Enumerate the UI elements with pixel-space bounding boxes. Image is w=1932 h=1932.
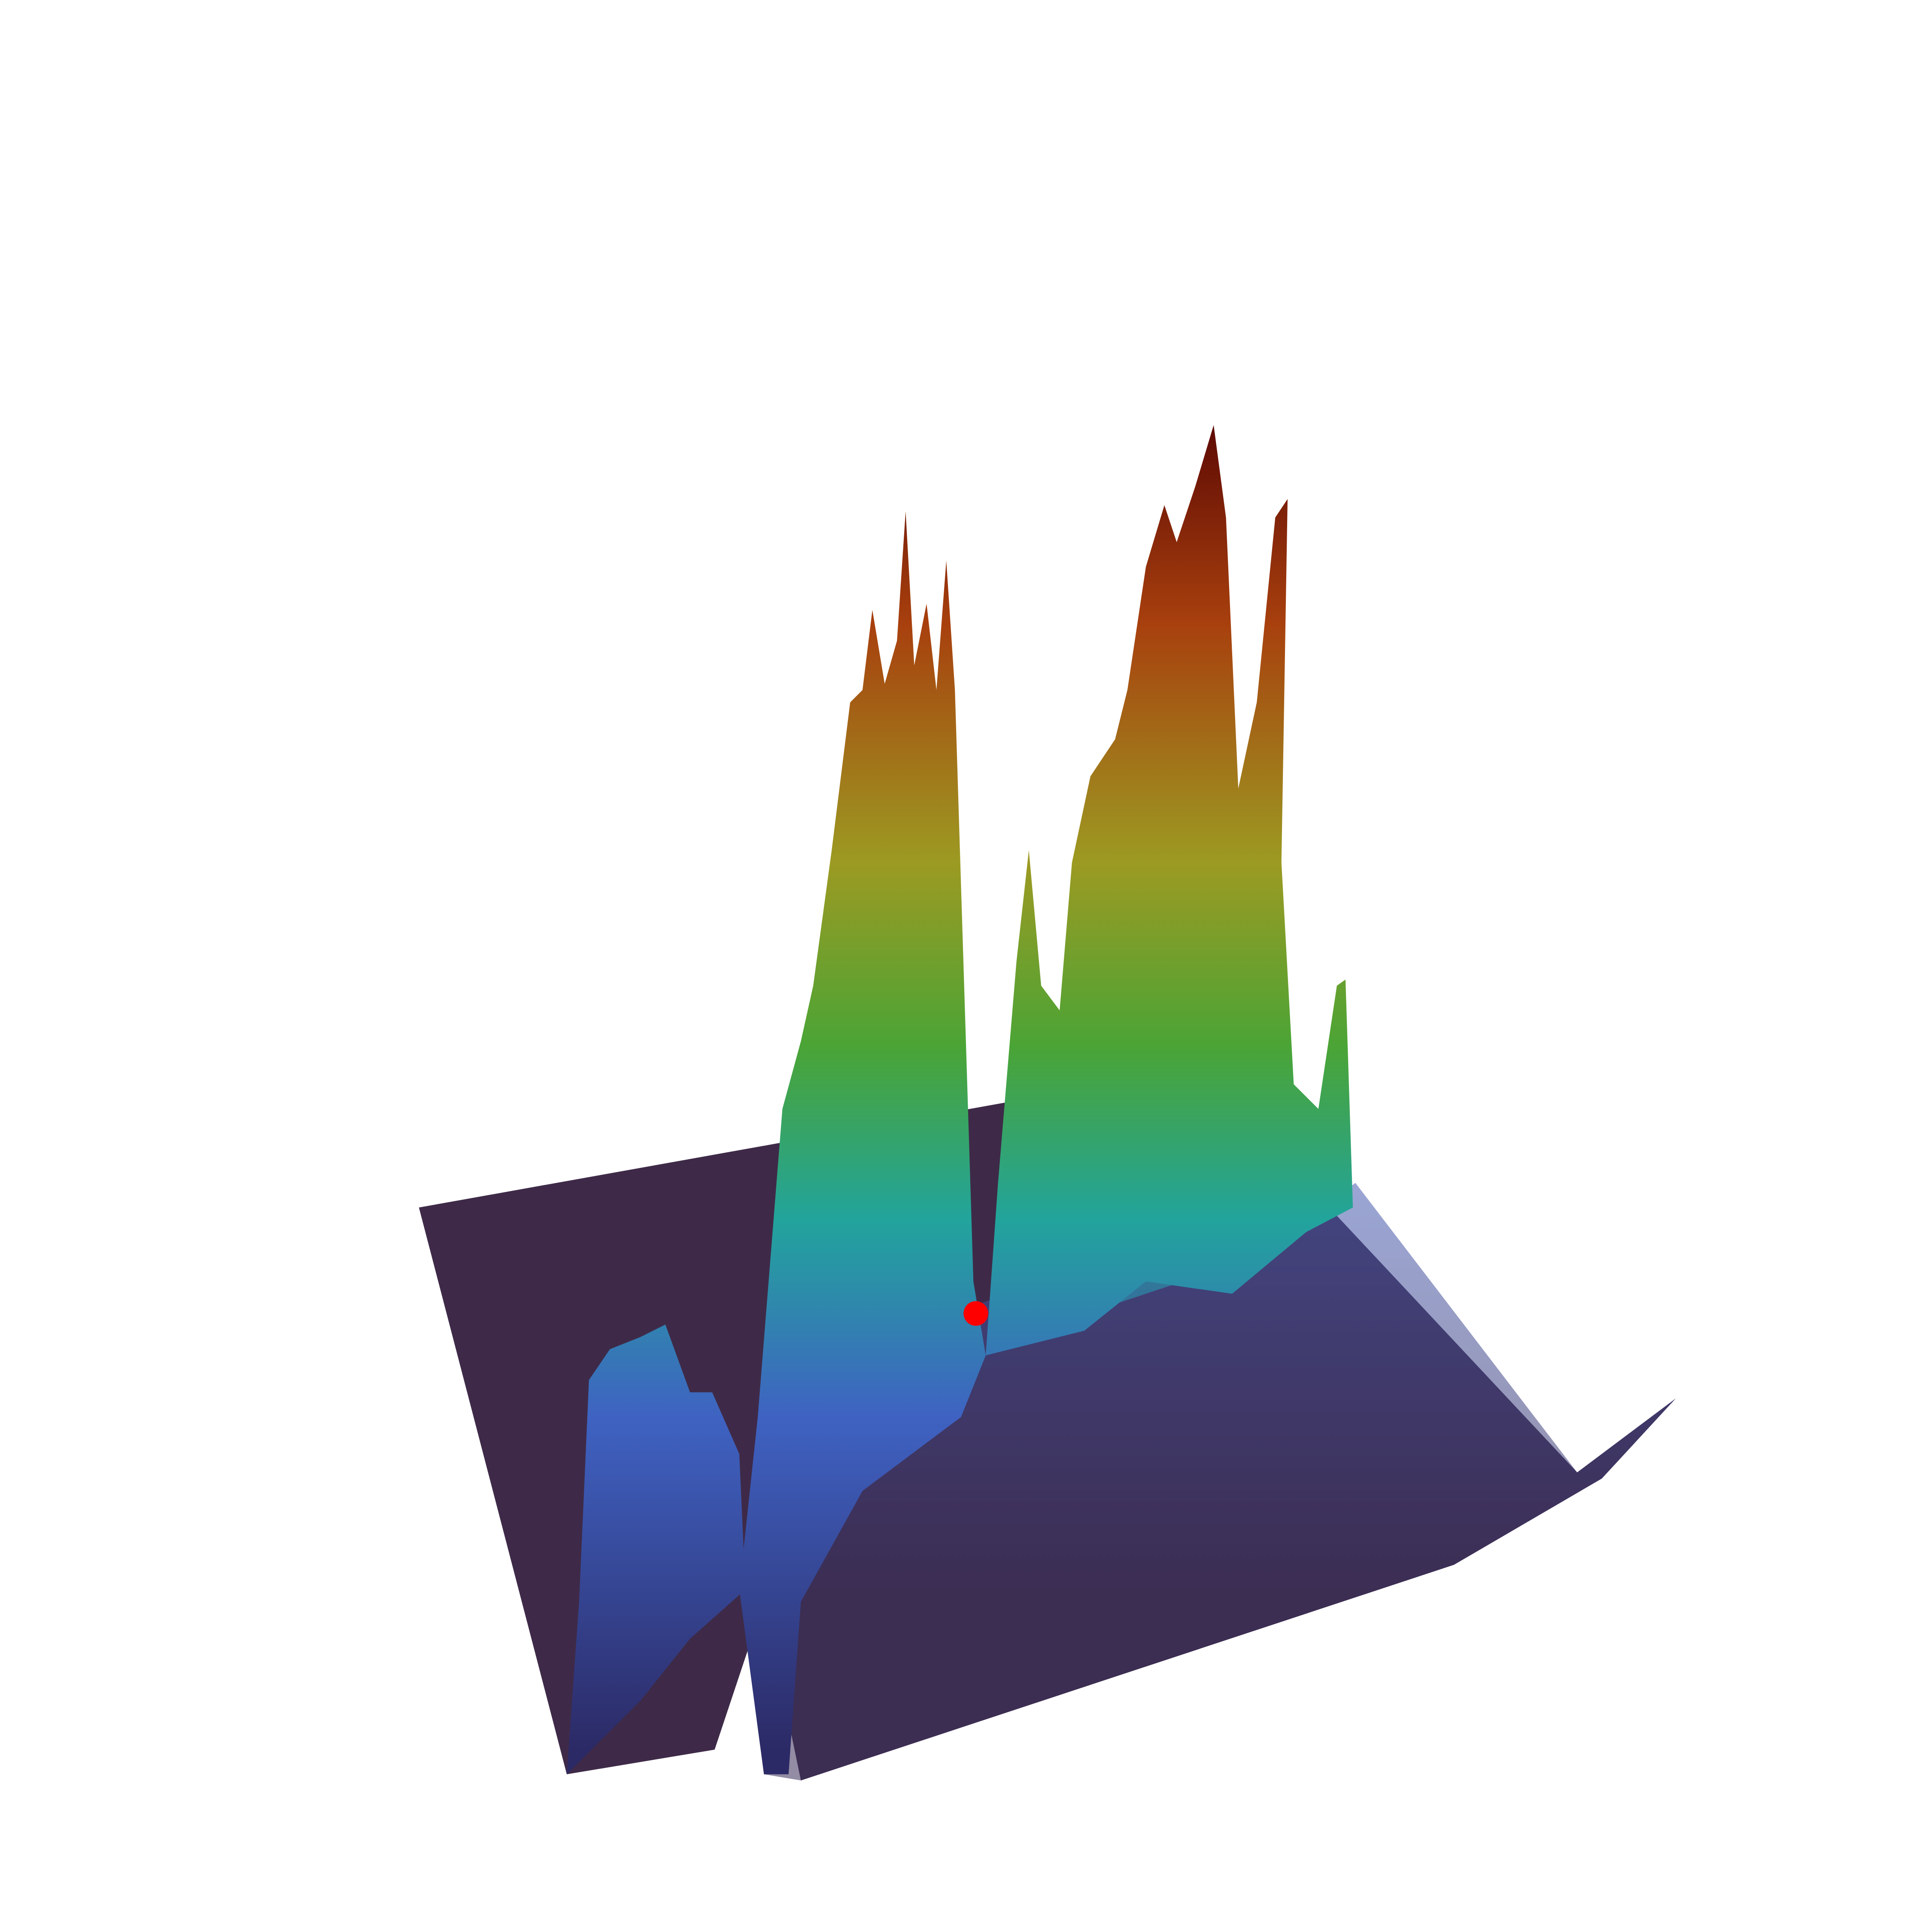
left-peak-group xyxy=(739,511,986,1774)
small-left-peak xyxy=(567,1324,746,1774)
marker-point xyxy=(963,1301,988,1326)
front-ridge xyxy=(1060,813,1226,1306)
